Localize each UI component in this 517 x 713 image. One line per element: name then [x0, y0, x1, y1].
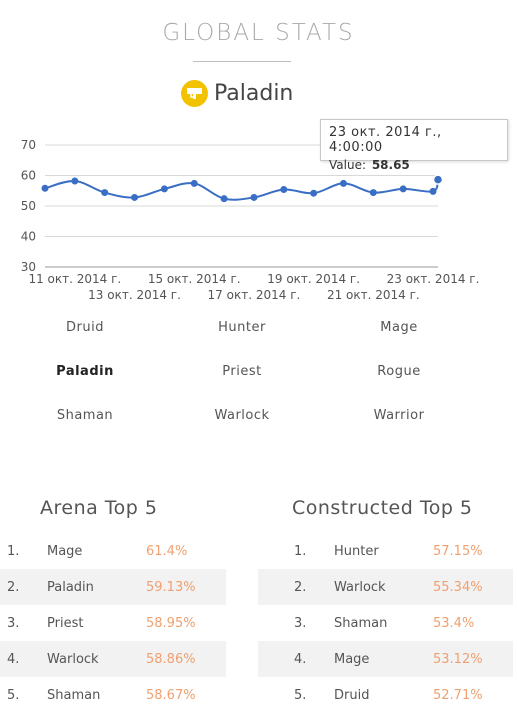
- tooltip-value: 58.65: [371, 158, 410, 172]
- data-point: [310, 189, 318, 197]
- class-option-hunter[interactable]: Hunter: [218, 320, 266, 335]
- title-divider: [193, 61, 291, 62]
- rank: 1.: [7, 543, 20, 559]
- win-rate: 52.71%: [433, 687, 483, 703]
- arena-top5-table: 1. Mage 61.4% 2. Paladin 59.13% 3. Priest 58.9…: [0, 533, 226, 713]
- x-tick-label: 17 окт. 2014 г.: [208, 288, 301, 302]
- data-point: [429, 187, 437, 195]
- data-point: [250, 193, 258, 201]
- selected-class-header: Paladin: [181, 76, 293, 110]
- table-row: 3. Priest 58.95%: [0, 605, 226, 641]
- data-point: [101, 189, 109, 197]
- x-tick-label: 15 окт. 2014 г.: [148, 272, 241, 286]
- chart-tooltip: 23 окт. 2014 г., 4:00:00 Value: 58.65: [320, 119, 508, 172]
- table-row: 1. Mage 61.4%: [0, 533, 226, 569]
- win-rate-line-chart: 30 40 50 60 70 11 окт. 2014 г. 13 окт. 2014 г.…: [21, 138, 480, 302]
- rank: 5.: [7, 687, 20, 703]
- x-tick-label: 13 окт. 2014 г.: [88, 288, 181, 302]
- class-name: Warlock: [334, 579, 386, 595]
- data-point: [220, 195, 228, 203]
- selected-class-name: Paladin: [214, 80, 294, 106]
- table-row: 2. Warlock 55.34%: [258, 569, 513, 605]
- data-point: [280, 186, 288, 194]
- class-name: Mage: [334, 651, 370, 667]
- class-option-shaman[interactable]: Shaman: [56, 408, 114, 423]
- data-point: [190, 179, 198, 187]
- table-row: 1. Hunter 57.15%: [258, 533, 513, 569]
- table-row: 3. Shaman 53.4%: [258, 605, 513, 641]
- table-row: 5. Druid 52.71%: [258, 677, 513, 713]
- rank: 2.: [294, 579, 307, 595]
- x-tick-label: 21 окт. 2014 г.: [327, 288, 420, 302]
- data-point: [71, 177, 79, 185]
- table-row: 4. Mage 53.12%: [258, 641, 513, 677]
- class-option-paladin[interactable]: Paladin: [56, 364, 114, 379]
- constructed-top5-title: Constructed Top 5: [292, 497, 473, 519]
- page-title: GLOBAL STATS: [162, 20, 355, 46]
- rank: 1.: [294, 543, 307, 559]
- win-rate: 58.86%: [146, 651, 196, 667]
- data-point: [369, 189, 377, 197]
- arena-top5-title: Arena Top 5: [40, 497, 158, 519]
- paladin-class-icon: [181, 79, 208, 107]
- table-row: 4. Warlock 58.86%: [0, 641, 226, 677]
- rank: 3.: [294, 615, 307, 631]
- highlighted-data-point: [432, 174, 444, 185]
- class-name: Paladin: [47, 579, 94, 595]
- class-option-warlock[interactable]: Warlock: [214, 408, 270, 423]
- class-name: Shaman: [47, 687, 101, 703]
- x-tick-label: 23 окт. 2014 г.: [387, 272, 480, 286]
- win-rate: 58.67%: [146, 687, 196, 703]
- constructed-top5-table: 1. Hunter 57.15% 2. Warlock 55.34% 3. Shaman 5…: [258, 533, 513, 713]
- x-tick-label: 11 окт. 2014 г.: [28, 272, 121, 286]
- class-name: Priest: [47, 615, 84, 631]
- y-tick-label: 50: [21, 199, 36, 213]
- rank: 4.: [294, 651, 307, 667]
- class-name: Druid: [334, 687, 370, 703]
- tooltip-value-label: Value:: [329, 158, 366, 172]
- data-point: [41, 184, 49, 192]
- win-rate: 53.12%: [433, 651, 483, 667]
- table-row: 5. Shaman 58.67%: [0, 677, 226, 713]
- rank: 5.: [294, 687, 307, 703]
- class-option-druid[interactable]: Druid: [66, 320, 104, 335]
- class-option-priest[interactable]: Priest: [222, 364, 262, 379]
- win-rate: 55.34%: [433, 579, 483, 595]
- class-name: Hunter: [334, 543, 379, 559]
- y-tick-label: 70: [21, 138, 36, 152]
- y-tick-label: 60: [21, 169, 36, 183]
- win-rate: 57.15%: [433, 543, 483, 559]
- data-point: [131, 193, 139, 201]
- data-point: [399, 185, 407, 193]
- table-row: 2. Paladin 59.13%: [0, 569, 226, 605]
- class-name: Warlock: [47, 651, 99, 667]
- win-rate: 61.4%: [146, 543, 188, 559]
- class-option-warrior[interactable]: Warrior: [373, 408, 425, 423]
- y-tick-label: 30: [21, 260, 36, 274]
- class-name: Mage: [47, 543, 83, 559]
- rank: 2.: [7, 579, 20, 595]
- class-option-mage[interactable]: Mage: [380, 320, 418, 335]
- y-tick-label: 40: [21, 230, 36, 244]
- class-name: Shaman: [334, 615, 388, 631]
- data-point: [160, 185, 168, 193]
- win-rate: 58.95%: [146, 615, 196, 631]
- class-option-rogue[interactable]: Rogue: [377, 364, 421, 379]
- win-rate: 53.4%: [433, 615, 475, 631]
- data-point: [339, 179, 347, 187]
- tooltip-date: 23 окт. 2014 г., 4:00:00: [329, 125, 442, 155]
- rank: 4.: [7, 651, 20, 667]
- win-rate: 59.13%: [146, 579, 196, 595]
- x-tick-label: 19 окт. 2014 г.: [267, 272, 360, 286]
- rank: 3.: [7, 615, 20, 631]
